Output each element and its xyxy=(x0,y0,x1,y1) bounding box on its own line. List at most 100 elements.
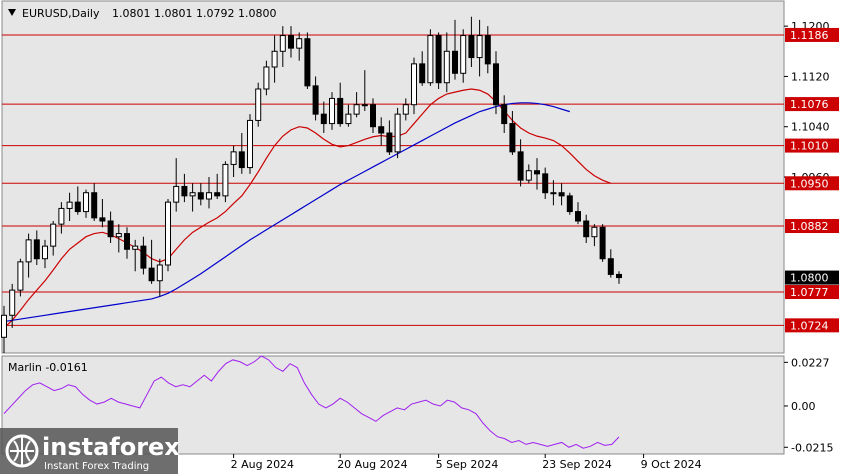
candle-bull[interactable] xyxy=(173,185,180,203)
dropdown-triangle-icon[interactable] xyxy=(8,9,16,16)
candle-bull[interactable] xyxy=(460,35,467,74)
candle-bear[interactable] xyxy=(558,192,565,197)
candle-bear[interactable] xyxy=(566,195,573,213)
candle-bear[interactable] xyxy=(542,173,549,194)
candle-bear[interactable] xyxy=(91,192,98,219)
candle-bull[interactable] xyxy=(263,66,270,90)
candle-bear[interactable] xyxy=(386,132,393,153)
candle-bull[interactable] xyxy=(50,223,57,247)
candle-bull[interactable] xyxy=(58,207,65,225)
candle-bull[interactable] xyxy=(165,201,171,266)
candle-bull[interactable] xyxy=(279,35,286,52)
candle-bull[interactable] xyxy=(230,151,237,165)
candle-bull[interactable] xyxy=(247,119,253,169)
candle-bull[interactable] xyxy=(550,192,557,195)
candle-bear[interactable] xyxy=(214,192,221,197)
candle-bear[interactable] xyxy=(599,226,606,260)
candle-bear[interactable] xyxy=(484,35,491,65)
candle-bear[interactable] xyxy=(181,185,188,197)
candle-bear[interactable] xyxy=(238,151,245,169)
candle-bull[interactable] xyxy=(394,113,401,153)
candle-bear[interactable] xyxy=(468,35,475,59)
candle-bull[interactable] xyxy=(427,35,434,84)
candle-bull[interactable] xyxy=(443,50,450,84)
level-label-box xyxy=(785,318,839,333)
candle-bull[interactable] xyxy=(222,163,229,197)
slow-moving-average-line xyxy=(3,102,570,323)
candle-bear[interactable] xyxy=(370,104,376,128)
candle-bull[interactable] xyxy=(189,192,196,197)
symbol-timeframe: EURUSD,Daily xyxy=(22,7,100,20)
candle-bull[interactable] xyxy=(83,192,89,213)
candle-bear[interactable] xyxy=(312,85,319,115)
main-plot-area[interactable] xyxy=(1,0,785,354)
candle-bear[interactable] xyxy=(378,126,385,134)
logo-globe-icon xyxy=(5,434,39,468)
candle-bear[interactable] xyxy=(452,50,458,74)
candle-bull[interactable] xyxy=(1,314,7,338)
candle-bear[interactable] xyxy=(493,63,499,106)
level-label: 1.1010 xyxy=(790,140,829,153)
logo-brand: instaforex xyxy=(42,433,180,461)
candle-bear[interactable] xyxy=(517,151,524,181)
candle-bull[interactable] xyxy=(411,63,417,106)
candle-bull[interactable] xyxy=(296,38,303,49)
candle-bull[interactable] xyxy=(132,245,139,250)
level-label-box xyxy=(785,219,839,234)
candle-bull[interactable] xyxy=(115,233,122,238)
candle-bear[interactable] xyxy=(435,35,442,84)
candle-bear[interactable] xyxy=(575,211,581,222)
level-label: 1.0882 xyxy=(790,220,829,233)
candle-bear[interactable] xyxy=(509,123,516,153)
level-label-box xyxy=(785,97,839,112)
candle-bull[interactable] xyxy=(525,170,532,181)
candle-bear[interactable] xyxy=(337,97,344,125)
price-tick-label: 1.1040 xyxy=(791,121,830,134)
candle-bear[interactable] xyxy=(197,192,204,200)
candle-bull[interactable] xyxy=(271,50,278,68)
candle-bull[interactable] xyxy=(476,35,483,59)
candle-bear[interactable] xyxy=(583,220,590,238)
candle-bull[interactable] xyxy=(402,104,409,115)
candle-bear[interactable] xyxy=(534,170,540,175)
level-label-box xyxy=(785,176,839,191)
candle-bear[interactable] xyxy=(140,245,147,269)
level-label-box xyxy=(785,138,839,153)
candle-bear[interactable] xyxy=(320,113,327,125)
level-label: 1.0724 xyxy=(790,319,829,332)
candle-bull[interactable] xyxy=(361,104,368,107)
time-tick-label: 9 Oct 2024 xyxy=(641,458,702,471)
candle-bear[interactable] xyxy=(607,258,614,275)
level-label: 1.0950 xyxy=(790,177,829,190)
candle-bull[interactable] xyxy=(255,88,262,121)
fast-moving-average-line xyxy=(3,88,612,329)
price-tick-label: 1.1120 xyxy=(791,70,830,83)
candle-bull[interactable] xyxy=(591,226,598,238)
oscillator xyxy=(3,355,620,449)
candle-bear[interactable] xyxy=(148,267,155,282)
candle-bull[interactable] xyxy=(25,239,32,263)
candle-bear[interactable] xyxy=(124,233,130,250)
candle-bear[interactable] xyxy=(501,104,508,125)
candle-bear[interactable] xyxy=(419,63,426,84)
candle-bull[interactable] xyxy=(329,97,335,125)
candle-bear[interactable] xyxy=(33,239,40,260)
candle-bull[interactable] xyxy=(206,192,212,200)
candle-bull[interactable] xyxy=(66,201,73,209)
candle-bear[interactable] xyxy=(74,201,81,213)
candle-bull[interactable] xyxy=(156,264,163,282)
candle-bear[interactable] xyxy=(107,220,114,238)
logo-globe-lines-icon xyxy=(10,437,34,465)
candle-bear[interactable] xyxy=(616,273,622,279)
candle-bull[interactable] xyxy=(345,113,352,125)
current-price-box xyxy=(785,270,839,285)
candle-bear[interactable] xyxy=(304,38,311,87)
candle-bull[interactable] xyxy=(9,289,16,316)
candle-bear[interactable] xyxy=(288,35,294,49)
candle-bull[interactable] xyxy=(353,104,360,115)
candle-bull[interactable] xyxy=(42,245,48,260)
candle-bear[interactable] xyxy=(99,217,106,222)
level-label-box xyxy=(785,27,839,42)
candle-bull[interactable] xyxy=(17,261,24,291)
